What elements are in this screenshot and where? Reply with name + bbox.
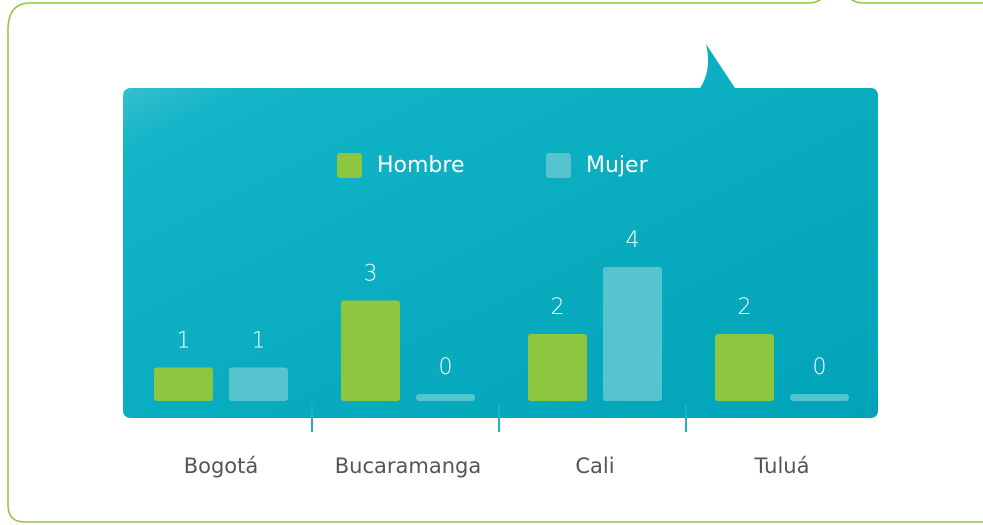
bar (154, 367, 213, 401)
legend-swatch (337, 153, 362, 178)
legend-swatch (546, 153, 571, 178)
legend-label: Hombre (377, 153, 465, 178)
bar (416, 394, 475, 401)
value-label: 3 (364, 262, 378, 287)
x-tick-label: Cali (575, 454, 614, 478)
tab (850, 0, 983, 4)
x-tick-label: Bogotá (184, 454, 259, 478)
bar (229, 367, 288, 401)
value-label: 1 (252, 329, 266, 354)
value-label: 0 (813, 355, 827, 380)
bar (528, 334, 587, 401)
frame (7, 0, 983, 523)
legend-label: Mujer (586, 153, 649, 178)
value-label: 0 (439, 355, 453, 380)
bar (341, 300, 400, 401)
bar (790, 394, 849, 401)
bar (715, 334, 774, 401)
x-tick-label: Bucaramanga (335, 454, 481, 478)
value-label: 2 (551, 295, 565, 320)
bar (603, 267, 662, 401)
value-label: 2 (738, 295, 752, 320)
x-tick-label: Tuluá (754, 454, 810, 478)
value-label: 1 (177, 329, 191, 354)
value-label: 4 (626, 228, 640, 253)
panel (123, 44, 878, 418)
